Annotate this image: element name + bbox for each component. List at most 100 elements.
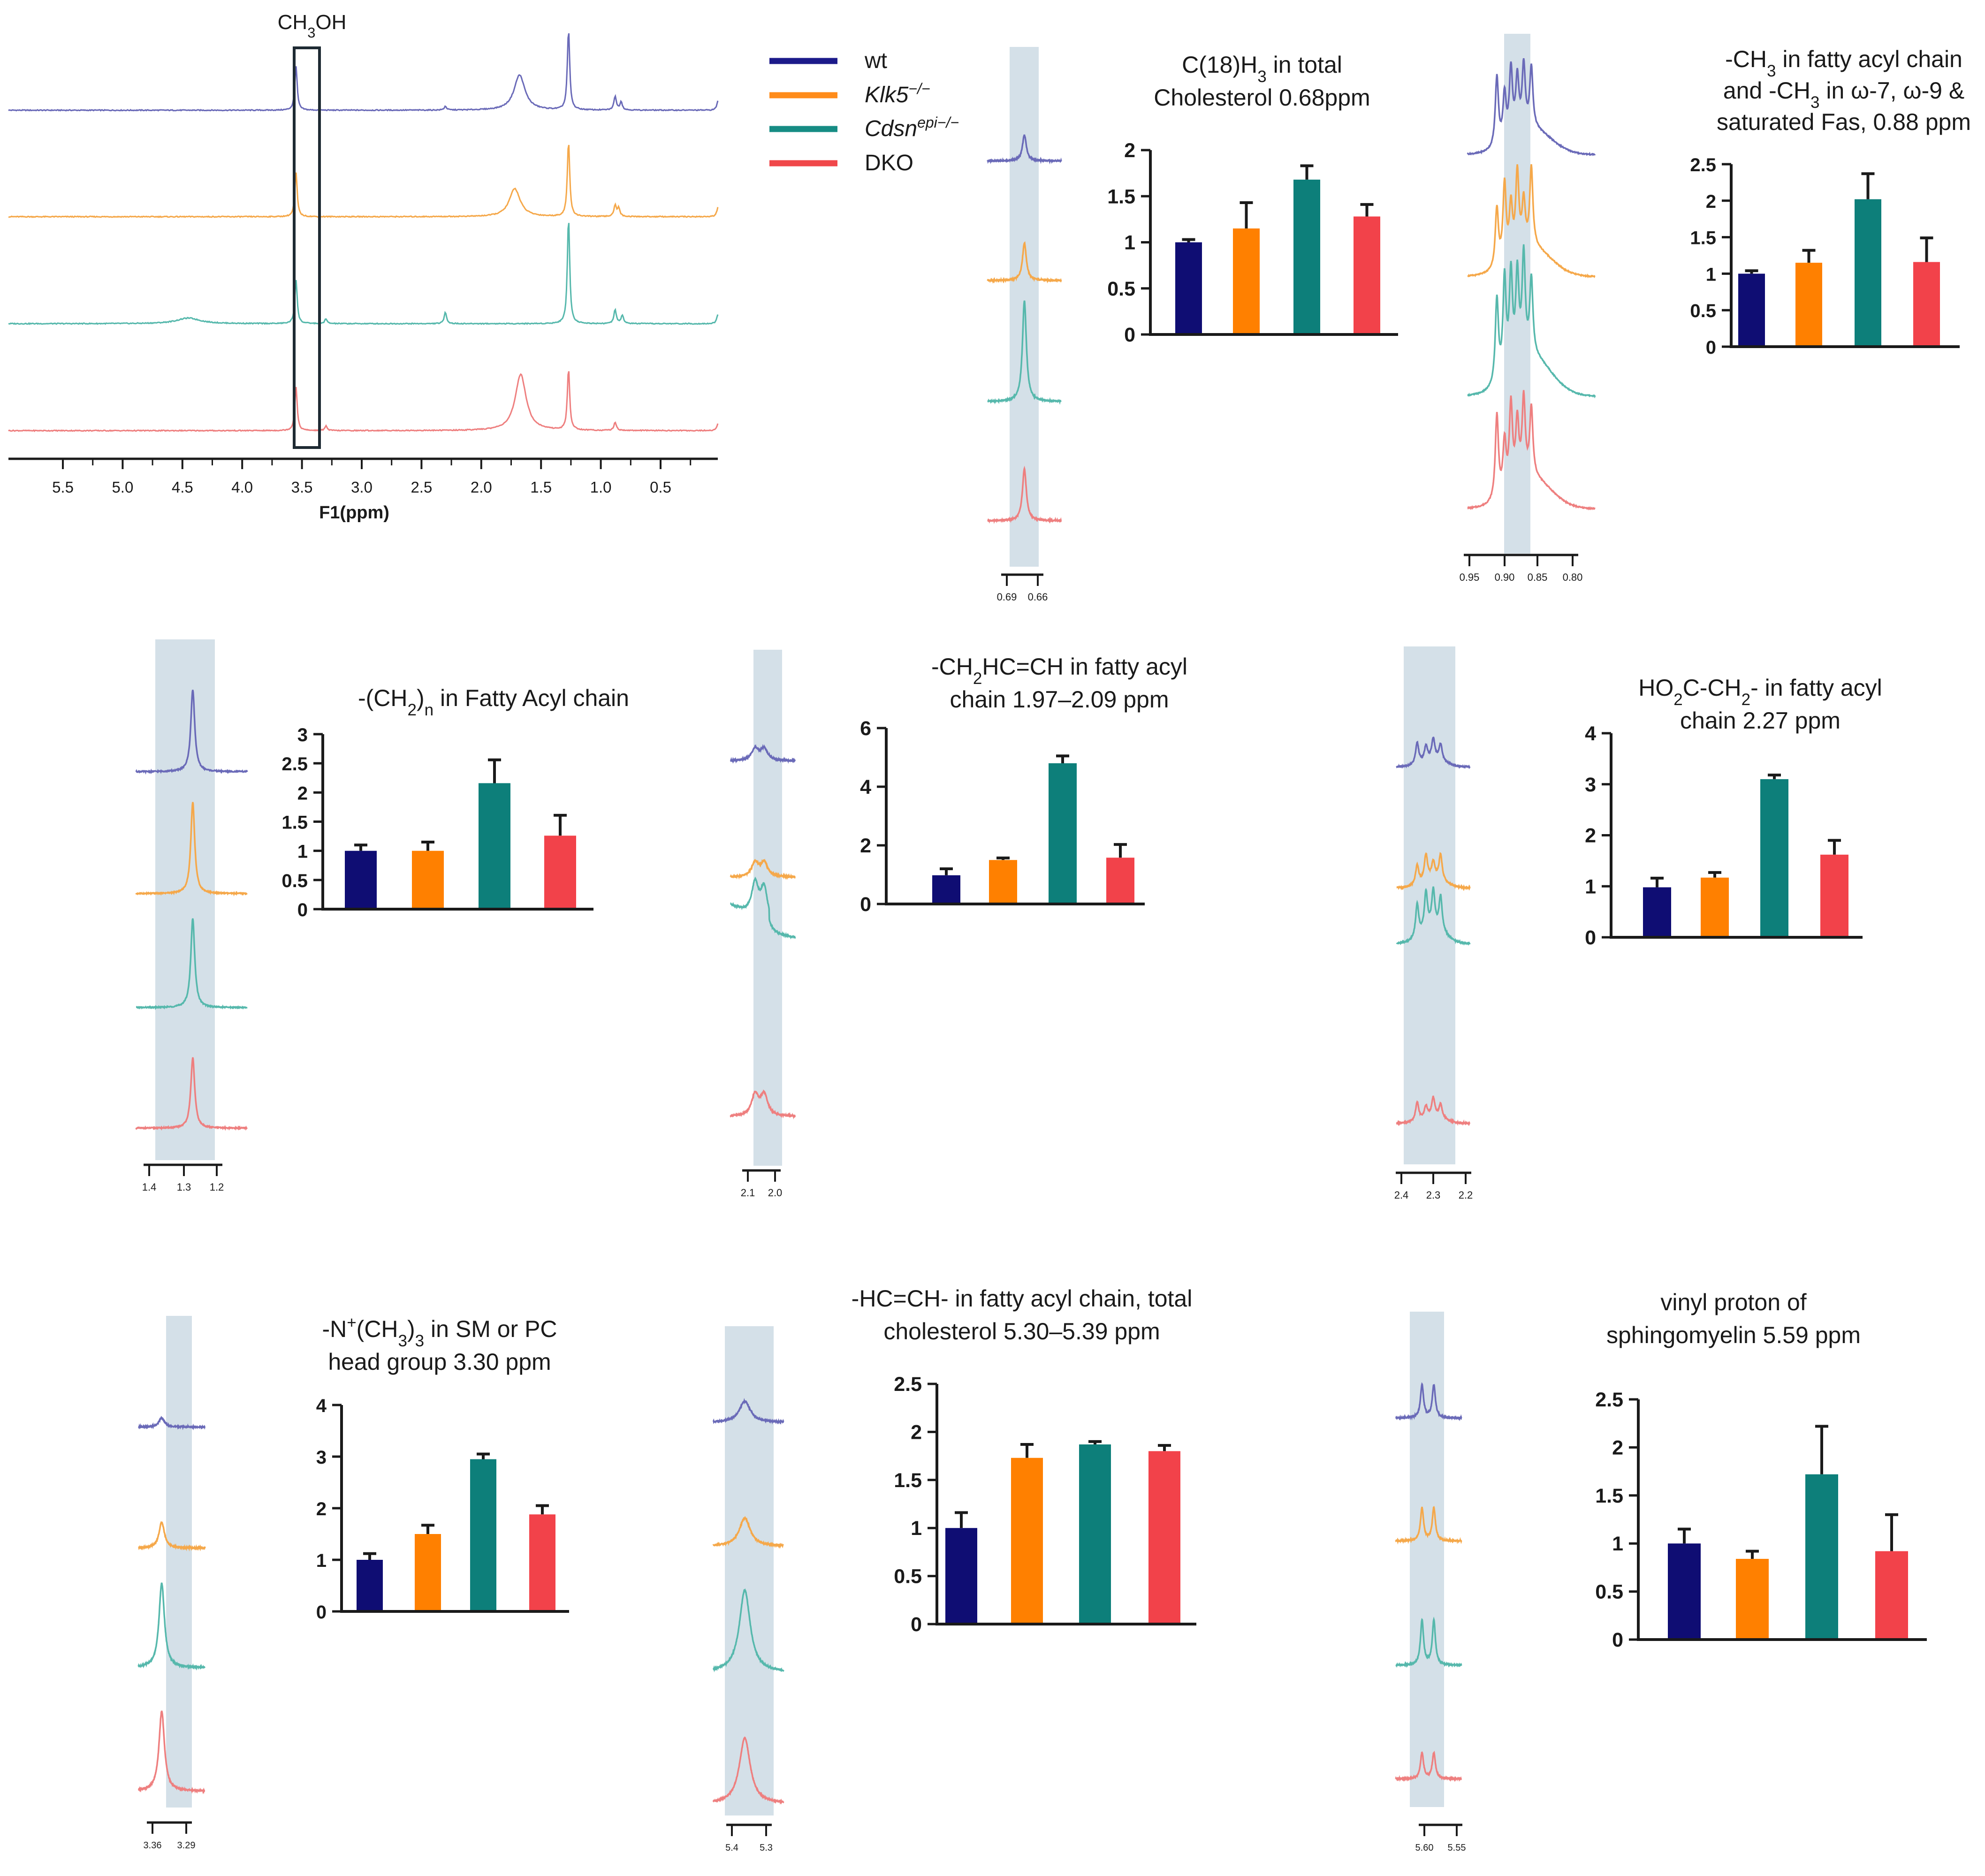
chart-title-line: head group 3.30 ppm bbox=[328, 1349, 551, 1375]
inset-trace-cdsn bbox=[137, 1582, 205, 1671]
bar-rect bbox=[470, 1459, 496, 1611]
bar-3 bbox=[1148, 1444, 1180, 1624]
inset-trace-klk5 bbox=[1467, 164, 1596, 279]
inset-highlight-band bbox=[1410, 1312, 1444, 1807]
inset-highlight-band bbox=[155, 639, 215, 1160]
bar-0 bbox=[1175, 238, 1202, 334]
x-axis-tick-label: 1.5 bbox=[530, 478, 552, 496]
chart-title-line: and -CH3 in ω-7, ω-9 & bbox=[1723, 77, 1964, 112]
inset-tick-label: 0.85 bbox=[1528, 571, 1548, 583]
text-segment: 3 bbox=[415, 1332, 424, 1350]
bar-rect bbox=[1293, 179, 1320, 334]
bar-rect bbox=[989, 860, 1017, 904]
y-tick-label: 1.5 bbox=[1107, 185, 1135, 208]
inset-tick-label: 0.95 bbox=[1460, 571, 1480, 583]
bar-rect bbox=[1668, 1543, 1701, 1640]
text-segment: + bbox=[347, 1314, 356, 1332]
y-tick-label: 4 bbox=[316, 1396, 327, 1416]
chart-title-line: -CH3 in fatty acyl chain bbox=[1725, 46, 1962, 80]
bar-3 bbox=[1913, 236, 1940, 347]
bar-0 bbox=[1668, 1527, 1701, 1640]
y-tick-label: 0 bbox=[1585, 927, 1596, 949]
inset-vinyl: 5.60 5.55 bbox=[1395, 1312, 1466, 1853]
inset-tick-label: 1.4 bbox=[142, 1181, 157, 1193]
bar-1 bbox=[415, 1524, 441, 1611]
y-tick-label: 0 bbox=[1612, 1629, 1623, 1651]
inset-trace-dko bbox=[135, 1057, 248, 1131]
inset-trace-klk5 bbox=[712, 1516, 784, 1549]
inset-trace-wt bbox=[138, 1416, 206, 1431]
bar-rect bbox=[529, 1514, 555, 1611]
x-axis-tick-label: 1.0 bbox=[590, 478, 612, 496]
text-segment: CH bbox=[278, 11, 308, 34]
text-segment: -(CH bbox=[358, 685, 408, 711]
y-tick-label: 2 bbox=[911, 1421, 922, 1443]
bar-3 bbox=[1354, 203, 1380, 334]
y-tick-label: 0.5 bbox=[1107, 278, 1135, 300]
bar-rect bbox=[357, 1560, 383, 1611]
y-tick-label: 1 bbox=[1124, 232, 1135, 254]
bar-rect bbox=[1805, 1474, 1838, 1640]
text-segment: cholesterol 5.30–5.39 ppm bbox=[883, 1318, 1160, 1344]
text-segment: 3 bbox=[1810, 93, 1819, 112]
bar-rect bbox=[1820, 854, 1848, 937]
text-segment: and -CH bbox=[1723, 77, 1810, 104]
legend-item-0: wt bbox=[769, 48, 887, 73]
text-segment: 3 bbox=[1257, 68, 1266, 86]
y-tick-label: 1 bbox=[316, 1550, 327, 1571]
y-tick-label: 1 bbox=[1706, 264, 1716, 285]
bar-rect bbox=[1148, 1451, 1180, 1624]
spectrum-trace-wt bbox=[8, 33, 719, 112]
bar-rect bbox=[1795, 263, 1822, 347]
bar-3 bbox=[544, 813, 576, 909]
text-segment: -CH bbox=[931, 653, 973, 680]
y-tick-label: 1.5 bbox=[281, 813, 308, 833]
bar-3 bbox=[1875, 1513, 1908, 1640]
x-axis-tick-label: 2.0 bbox=[471, 478, 492, 496]
legend-label-superscript: epi−/− bbox=[917, 114, 959, 131]
inset-trace-cdsn bbox=[987, 300, 1062, 405]
text-segment: Cholesterol 0.68ppm bbox=[1154, 84, 1370, 111]
text-segment: C-CH bbox=[1683, 675, 1742, 701]
bar-1 bbox=[1736, 1549, 1769, 1640]
y-tick-label: 0 bbox=[297, 900, 308, 920]
chart-title-line: Cholesterol 0.68ppm bbox=[1154, 84, 1370, 111]
text-segment: chain 1.97–2.09 ppm bbox=[950, 686, 1169, 713]
inset-tick-label: 3.36 bbox=[144, 1840, 162, 1851]
inset-tick-label: 5.60 bbox=[1415, 1843, 1434, 1853]
inset-trace-cdsn bbox=[1396, 886, 1471, 946]
y-tick-label: 1 bbox=[1612, 1533, 1623, 1555]
spectrum-trace-cdsn bbox=[8, 223, 719, 325]
legend-label: Klk5−/− bbox=[865, 80, 930, 107]
text-segment: -CH bbox=[1725, 46, 1767, 72]
inset-trace-wt bbox=[1467, 58, 1596, 156]
y-tick-label: 0 bbox=[1706, 337, 1716, 358]
legend-label: wt bbox=[864, 48, 887, 73]
inset-highlight-band bbox=[1504, 34, 1530, 554]
bar-2 bbox=[1293, 164, 1320, 334]
y-tick-label: 2.5 bbox=[281, 754, 308, 775]
bar-2 bbox=[1855, 172, 1881, 347]
text-segment: 2 bbox=[973, 669, 982, 688]
y-tick-label: 2 bbox=[297, 783, 308, 804]
bar-rect bbox=[1736, 1558, 1769, 1640]
legend-label: DKO bbox=[865, 151, 913, 175]
y-tick-label: 3 bbox=[297, 725, 308, 745]
bar-0 bbox=[357, 1552, 383, 1611]
y-tick-label: 1 bbox=[911, 1517, 922, 1540]
y-tick-label: 2 bbox=[1585, 825, 1596, 847]
text-segment: chain 2.27 ppm bbox=[1680, 707, 1840, 734]
bar-1 bbox=[1011, 1443, 1043, 1624]
y-tick-label: 6 bbox=[860, 717, 871, 740]
inset-trace-dko bbox=[987, 465, 1062, 524]
inset-trace-klk5 bbox=[1396, 852, 1471, 891]
inset-trace-klk5 bbox=[730, 858, 796, 881]
inset-ho2c: 2.4 2.3 2.2 bbox=[1394, 646, 1473, 1201]
y-tick-label: 2 bbox=[1706, 191, 1716, 212]
y-tick-label: 1.5 bbox=[1690, 228, 1716, 249]
bar-rect bbox=[1875, 1551, 1908, 1640]
bar-rect bbox=[1760, 779, 1788, 937]
